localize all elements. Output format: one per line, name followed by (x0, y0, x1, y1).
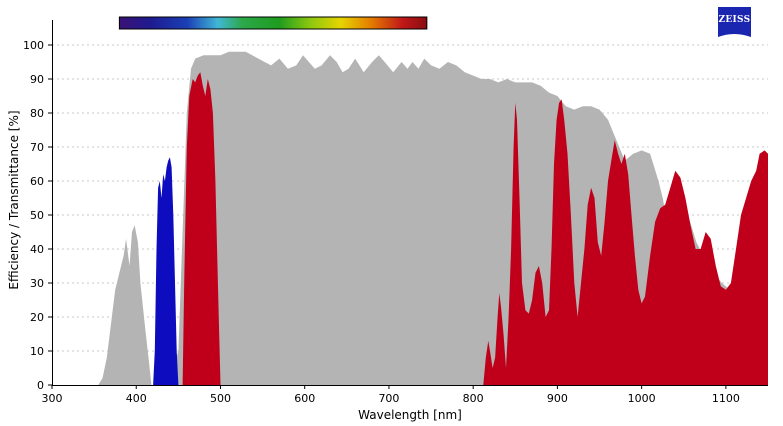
y-tick-label-0: 0 (37, 379, 44, 392)
x-tick-label-900: 900 (547, 392, 568, 405)
zeiss-logo-shape (718, 7, 751, 37)
y-tick-label-40: 40 (30, 243, 44, 256)
x-axis-label: Wavelength [nm] (358, 408, 462, 422)
y-tick-label-90: 90 (30, 73, 44, 86)
x-tick-group: 300 400 500 600 700 800 900 1000 1100 (42, 385, 740, 405)
series-layer (98, 51, 769, 386)
y-tick-label-30: 30 (30, 277, 44, 290)
spectrum-colorbar (118, 16, 428, 30)
x-tick-label-300: 300 (42, 392, 63, 405)
y-tick-label-70: 70 (30, 141, 44, 154)
y-tick-group: 0 10 20 30 40 50 60 70 80 90 100 (23, 39, 52, 392)
y-tick-label-100: 100 (23, 39, 44, 52)
x-tick-label-1100: 1100 (712, 392, 740, 405)
series-area-3 (483, 99, 768, 386)
zeiss-logo-text: ZEISS (719, 15, 751, 25)
series-area-1 (153, 157, 179, 385)
y-tick-label-50: 50 (30, 209, 44, 222)
y-axis-label: Efficiency / Transmittance [%] (7, 110, 21, 289)
y-tick-label-60: 60 (30, 175, 44, 188)
y-tick-label-20: 20 (30, 311, 44, 324)
x-tick-label-400: 400 (126, 392, 147, 405)
y-tick-label-80: 80 (30, 107, 44, 120)
x-tick-label-500: 500 (210, 392, 231, 405)
x-tick-label-1000: 1000 (628, 392, 656, 405)
x-tick-label-800: 800 (463, 392, 484, 405)
y-tick-label-10: 10 (30, 345, 44, 358)
x-tick-label-700: 700 (378, 392, 399, 405)
series-area-2 (182, 72, 221, 385)
zeiss-logo: ZEISS (718, 7, 751, 37)
x-tick-label-600: 600 (294, 392, 315, 405)
